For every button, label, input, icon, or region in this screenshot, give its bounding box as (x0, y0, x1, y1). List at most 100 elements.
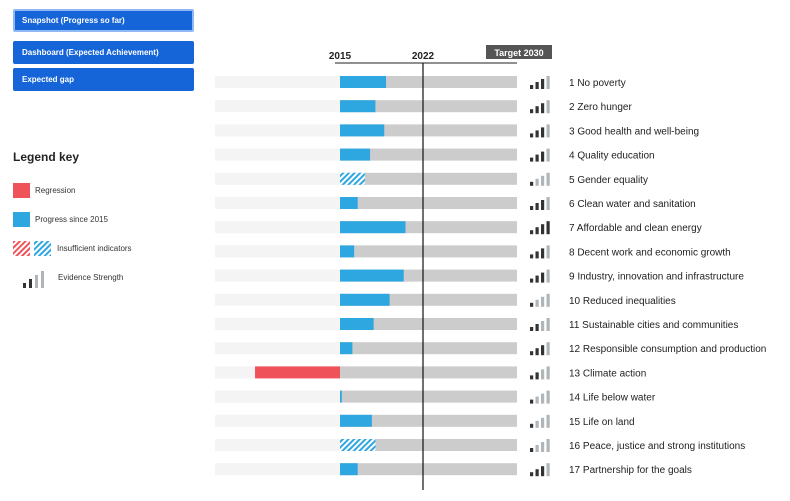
remaining-bar (340, 197, 517, 209)
evidence-bar (541, 296, 545, 307)
goal-label: 13 Climate action (569, 368, 646, 379)
evidence-bar (530, 375, 534, 380)
progress-bar (340, 293, 390, 306)
evidence-bar (546, 269, 550, 283)
legend-title: Legend key (13, 150, 80, 164)
tab-snapshot[interactable]: Snapshot (Progress so far) (13, 9, 194, 32)
axis-marker-2022: 2022 (412, 51, 435, 62)
progress-bar (340, 269, 404, 282)
faded-track (215, 463, 340, 476)
progress-bar (340, 342, 353, 355)
faded-track (215, 245, 340, 258)
regression-bar (255, 366, 340, 379)
evidence-bar (530, 302, 534, 307)
goal-label: 8 Decent work and economic growth (569, 247, 731, 258)
evidence-bar (541, 345, 545, 356)
progress-bar (340, 76, 387, 88)
evidence-bar (541, 393, 545, 404)
evidence-bar (546, 124, 550, 138)
evidence-bar (546, 197, 550, 210)
evidence-bar (535, 396, 539, 404)
evidence-bar (530, 351, 534, 356)
evidence-bar (541, 466, 545, 477)
tab-expected-gap[interactable]: Expected gap (13, 68, 194, 91)
tab-dashboard[interactable]: Dashboard (Expected Achievement) (13, 41, 194, 64)
evidence-bar (530, 206, 534, 210)
evidence-bar (541, 272, 545, 283)
evidence-bar (541, 224, 545, 235)
evidence-bar (530, 423, 534, 428)
progress-bar (340, 124, 385, 137)
remaining-bar (340, 148, 517, 161)
progress-bar (340, 439, 376, 451)
evidence-bar (546, 366, 550, 380)
evidence-bar (546, 390, 550, 404)
progress-bar (340, 172, 365, 185)
evidence-bar (530, 327, 534, 331)
progress-bar (340, 318, 374, 330)
faded-track (215, 100, 340, 113)
goal-label: 11 Sustainable cities and communities (569, 320, 738, 331)
remaining-bar (340, 342, 517, 355)
evidence-bar (530, 448, 534, 452)
goal-label: 12 Responsible consumption and productio… (569, 344, 766, 355)
evidence-bar (530, 230, 534, 235)
evidence-bar (546, 342, 550, 356)
evidence-bar (546, 245, 550, 259)
faded-track (215, 172, 340, 185)
evidence-bar (535, 348, 539, 356)
remaining-bar (340, 318, 517, 330)
goal-label: 15 Life on land (569, 417, 635, 428)
goal-label: 16 Peace, justice and strong institution… (569, 441, 745, 452)
progress-bar (340, 463, 358, 476)
evidence-bar (541, 103, 545, 114)
evidence-bar (535, 227, 539, 235)
faded-track (215, 342, 340, 355)
axis-marker-target: Target 2030 (494, 48, 543, 58)
faded-track (215, 269, 340, 282)
evidence-bar (546, 463, 550, 477)
goal-label: 17 Partnership for the goals (569, 465, 692, 476)
goal-label: 7 Affordable and clean energy (569, 223, 702, 234)
evidence-bar (535, 130, 539, 138)
progress-bar (340, 221, 406, 234)
progress-bar (340, 390, 342, 403)
remaining-bar (340, 463, 517, 476)
hatched-swatch-icon (13, 241, 51, 256)
evidence-bar (546, 414, 550, 428)
evidence-bar (535, 178, 539, 186)
evidence-bar (546, 318, 550, 331)
remaining-bar (340, 245, 517, 258)
evidence-bar (546, 221, 550, 235)
evidence-bar (546, 76, 550, 89)
goal-label: 9 Industry, innovation and infrastructur… (569, 272, 744, 283)
evidence-strength-icon (23, 271, 44, 288)
faded-track (215, 414, 340, 427)
progress-swatch (13, 212, 30, 227)
progress-bar (340, 100, 376, 113)
evidence-bar (541, 127, 545, 138)
evidence-bar (535, 275, 539, 283)
progress-bar (340, 245, 355, 258)
faded-track (215, 221, 340, 234)
goal-label: 1 No poverty (569, 78, 626, 89)
evidence-bar (530, 85, 534, 89)
target-label-bg (486, 45, 552, 59)
remaining-bar (340, 439, 517, 451)
evidence-bar (535, 372, 539, 380)
evidence-bar (541, 175, 545, 186)
evidence-bar (541, 248, 545, 259)
evidence-bar (546, 439, 550, 452)
axis-marker-2015: 2015 (329, 51, 352, 62)
goal-label: 4 Quality education (569, 151, 655, 162)
legend-label: Regression (35, 186, 76, 195)
evidence-bar (541, 369, 545, 380)
legend-label: Progress since 2015 (35, 215, 108, 224)
evidence-bar (535, 324, 539, 331)
evidence-bar (535, 82, 539, 89)
faded-track (215, 148, 340, 161)
evidence-bar (546, 148, 550, 162)
evidence-bar (530, 472, 534, 477)
faded-track (215, 76, 340, 88)
